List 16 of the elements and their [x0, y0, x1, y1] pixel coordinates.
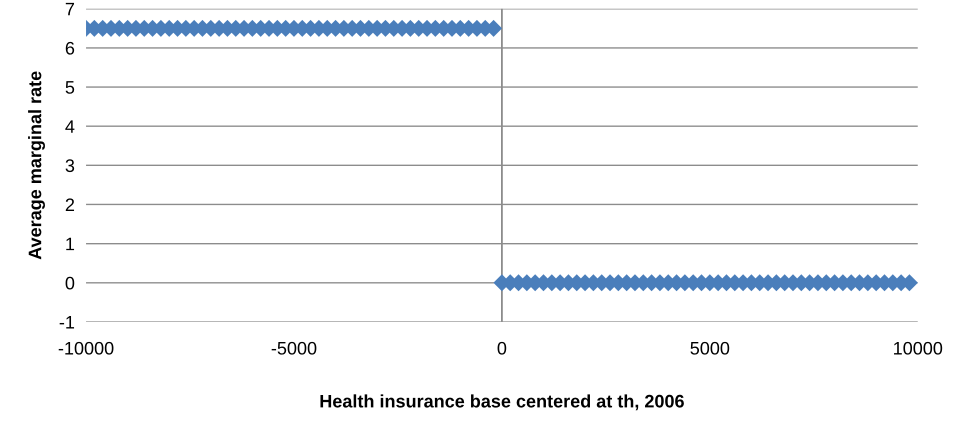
y-tick-label: 2	[66, 198, 74, 212]
x-tick-label: -5000	[272, 342, 316, 355]
x-tick-label: 10000	[894, 342, 942, 355]
x-axis-title: Health insurance base centered at th, 2006	[320, 394, 684, 410]
x-tick-label: 5000	[690, 342, 730, 355]
y-axis-title: Average marginal rate	[28, 71, 45, 260]
x-tick-label: -10000	[58, 342, 114, 355]
y-tick-label: 7	[66, 2, 74, 16]
y-tick-label: 4	[65, 120, 74, 133]
y-tick-label: 0	[66, 276, 74, 290]
y-tick-label: 6	[66, 42, 74, 55]
y-tick-label: 5	[66, 81, 74, 94]
y-tick-label: 1	[66, 238, 74, 250]
x-tick-label: 0	[498, 342, 506, 355]
y-tick-label: 3	[66, 159, 74, 172]
y-tick-label: -1	[60, 316, 74, 328]
